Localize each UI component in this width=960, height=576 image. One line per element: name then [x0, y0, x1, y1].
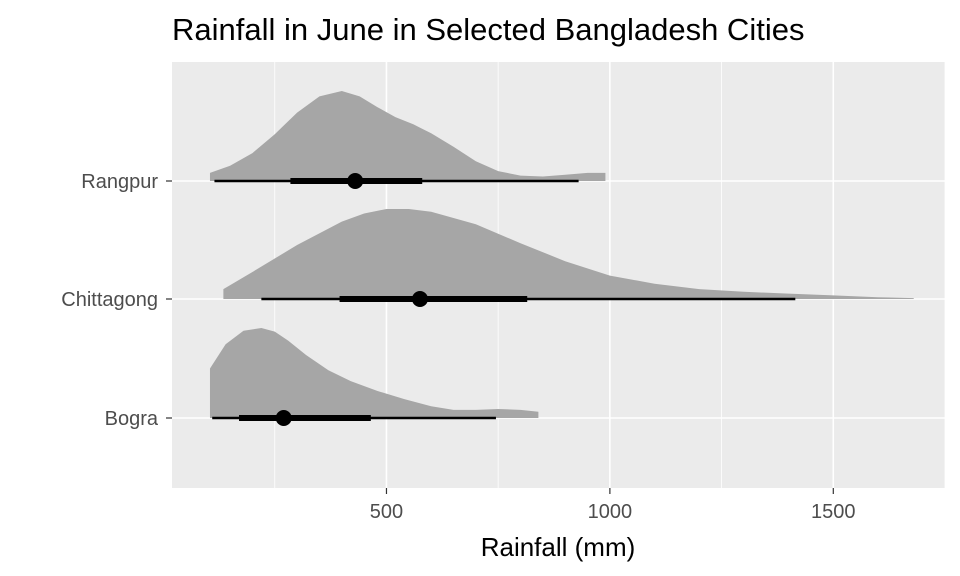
- density-bogra: [209, 328, 539, 418]
- chart-marks: [209, 91, 914, 426]
- chart-title: Rainfall in June in Selected Bangladesh …: [172, 12, 804, 47]
- x-axis-title: Rainfall (mm): [481, 532, 636, 562]
- point-rangpur: [347, 173, 364, 189]
- y-tick-label-bogra: Bogra: [105, 408, 159, 430]
- y-tick-label-chittagong: Chittagong: [61, 289, 158, 311]
- density-rangpur: [209, 91, 606, 181]
- point-bogra: [275, 410, 292, 426]
- point-chittagong: [411, 291, 428, 307]
- density-chittagong: [223, 209, 914, 299]
- y-tick-label-rangpur: Rangpur: [81, 171, 158, 193]
- x-tick-label-500: 500: [370, 501, 403, 523]
- x-tick-label-1000: 1000: [588, 501, 633, 523]
- axes: 500 1000 1500 Bogra Chittagong Rangpur: [61, 171, 855, 523]
- x-tick-label-1500: 1500: [811, 501, 856, 523]
